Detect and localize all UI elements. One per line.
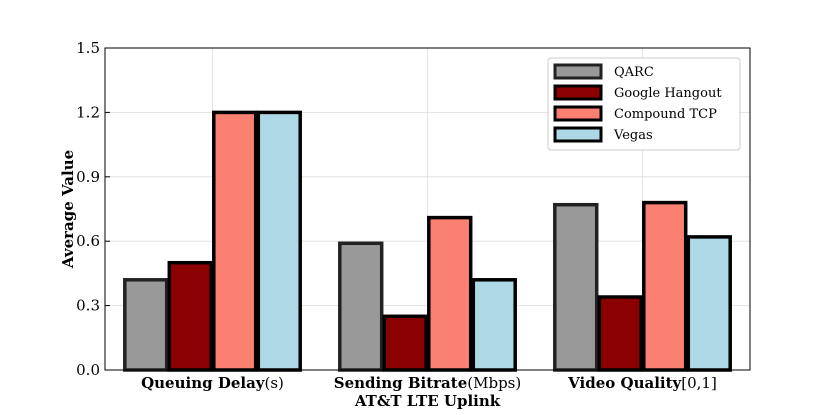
bar	[123, 278, 169, 372]
bar	[382, 314, 428, 372]
x-category-label: Queuing Delay(s)	[141, 374, 284, 392]
bar	[686, 235, 732, 372]
y-tick-label: 1.5	[76, 39, 100, 57]
bar	[256, 110, 302, 372]
bar	[597, 295, 643, 372]
bar	[553, 202, 599, 372]
legend-label: Compound TCP	[614, 107, 717, 122]
legend-label: QARC	[614, 65, 654, 80]
y-tick-label: 0.3	[76, 297, 100, 315]
legend-swatch	[553, 105, 603, 122]
legend-label: Google Hangout	[614, 86, 722, 101]
bar	[212, 110, 258, 372]
y-axis-title: Average Value	[59, 150, 77, 269]
y-tick-label: 0.9	[76, 168, 100, 186]
legend-label: Vegas	[613, 128, 653, 143]
y-tick-label: 0.0	[76, 361, 100, 379]
y-tick-label: 0.6	[76, 232, 100, 250]
bar	[167, 260, 213, 372]
legend-swatch	[553, 84, 603, 101]
y-axis-ticks: 0.0 0.3 0.6 0.9 1.2 1.5	[76, 39, 110, 379]
legend: QARC Google Hangout Compound TCP Vegas	[547, 57, 741, 151]
x-category-label: Video Quality[0,1]	[567, 374, 717, 392]
x-axis-title: AT&T LTE Uplink	[354, 392, 501, 410]
x-category-label: Sending Bitrate(Mbps)	[334, 374, 521, 392]
legend-swatch	[553, 126, 603, 143]
bar	[642, 200, 688, 372]
bar	[427, 215, 473, 372]
x-axis-categories: Queuing Delay(s) Sending Bitrate(Mbps) Vid…	[141, 374, 717, 392]
bars	[123, 110, 732, 372]
plot-frame	[104, 47, 751, 371]
bar	[338, 241, 384, 372]
y-tick-label: 1.2	[76, 103, 100, 121]
bar	[471, 278, 517, 372]
legend-swatch	[553, 63, 603, 80]
